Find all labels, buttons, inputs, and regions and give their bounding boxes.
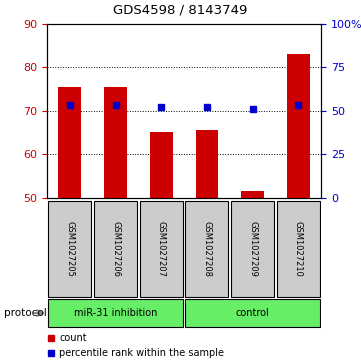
Text: GSM1027206: GSM1027206 (111, 221, 120, 277)
Text: protocol: protocol (4, 308, 46, 318)
Text: percentile rank within the sample: percentile rank within the sample (59, 348, 224, 359)
Text: miR-31 inhibition: miR-31 inhibition (74, 308, 157, 318)
Bar (196, 130, 218, 198)
Bar (58, 87, 81, 198)
Bar (186, 201, 229, 297)
Bar (48, 201, 91, 297)
Text: count: count (59, 333, 87, 343)
Bar (185, 299, 320, 327)
Bar (48, 299, 183, 327)
Bar (140, 201, 183, 297)
Text: GSM1027208: GSM1027208 (203, 221, 212, 277)
Bar (287, 54, 310, 198)
Text: GSM1027209: GSM1027209 (248, 221, 257, 277)
Text: GDS4598 / 8143749: GDS4598 / 8143749 (113, 4, 248, 17)
Text: GSM1027205: GSM1027205 (65, 221, 74, 277)
Bar (94, 201, 137, 297)
Text: GSM1027210: GSM1027210 (294, 221, 303, 277)
Text: GSM1027207: GSM1027207 (157, 221, 166, 277)
Bar (150, 132, 173, 198)
Bar (277, 201, 320, 297)
Bar (104, 87, 127, 198)
Bar (241, 191, 264, 198)
Text: control: control (236, 308, 270, 318)
Bar (231, 201, 274, 297)
